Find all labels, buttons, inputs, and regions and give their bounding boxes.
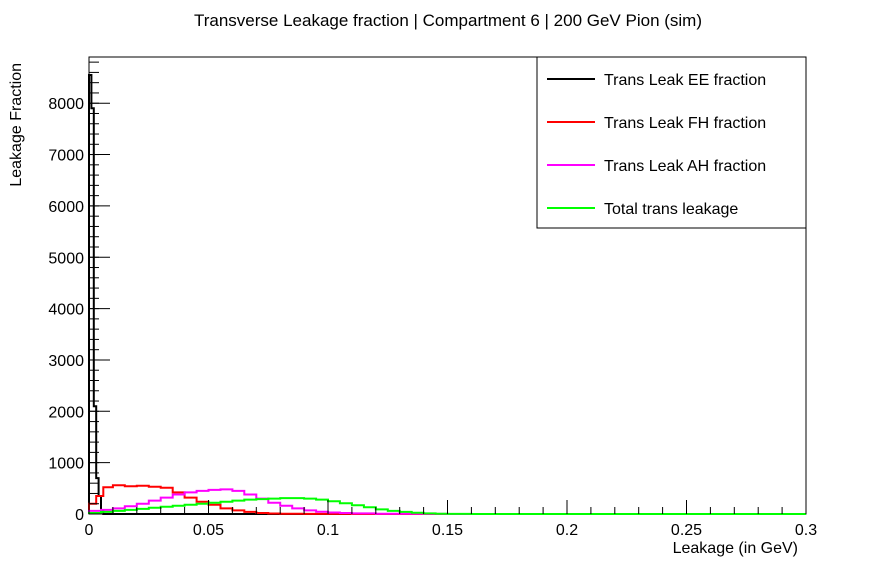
y-axis-label: Leakage Fraction	[8, 63, 25, 187]
y-tick-label: 6000	[48, 199, 84, 216]
y-tick-label: 2000	[48, 404, 84, 421]
series-line-4	[88, 497, 806, 515]
legend: Trans Leak EE fraction Trans Leak FH frac…	[536, 56, 807, 229]
legend-label: Trans Leak AH fraction	[604, 158, 766, 175]
x-tick-label: 0.3	[795, 522, 817, 539]
x-tick-label: 0.25	[671, 522, 702, 539]
y-tick-label: 7000	[48, 148, 84, 165]
x-tick-label: 0.2	[556, 522, 578, 539]
y-tick-label: 1000	[48, 456, 84, 473]
x-tick-label: 0.1	[317, 522, 339, 539]
legend-label: Total trans leakage	[604, 201, 738, 218]
y-tick-label: 8000	[48, 96, 84, 113]
legend-label: Trans Leak EE fraction	[604, 72, 766, 89]
chart-title: Transverse Leakage fraction | Compartmen…	[194, 11, 702, 30]
x-tick-label: 0	[85, 522, 94, 539]
x-tick-label: 0.15	[432, 522, 463, 539]
axes-layer: 0 0.05 0.1 0.15 0.2 0.25 0.3 0 1000 2000 3000 4000 5…	[48, 61, 817, 539]
legend-box	[536, 56, 807, 229]
y-tick-label: 4000	[48, 302, 84, 319]
y-tick-label: 5000	[48, 250, 84, 267]
legend-label: Trans Leak FH fraction	[604, 115, 766, 132]
y-tick-label: 3000	[48, 353, 84, 370]
y-tick-label: 0	[75, 507, 84, 524]
x-axis-label: Leakage (in GeV)	[673, 540, 798, 557]
x-tick-label: 0.05	[193, 522, 224, 539]
